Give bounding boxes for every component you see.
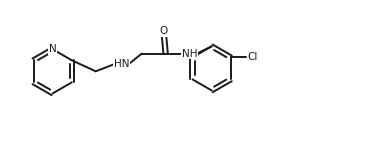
Text: NH: NH <box>182 49 197 59</box>
Text: O: O <box>160 26 168 36</box>
Text: N: N <box>49 44 56 54</box>
Text: Cl: Cl <box>248 52 258 62</box>
Text: HN: HN <box>114 59 129 69</box>
